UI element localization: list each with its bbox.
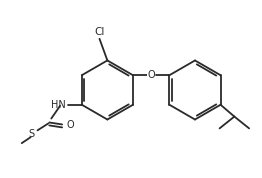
Text: S: S	[29, 129, 35, 139]
Text: O: O	[147, 70, 155, 80]
Text: O: O	[66, 121, 74, 130]
Text: HN: HN	[51, 100, 66, 110]
Text: Cl: Cl	[94, 27, 105, 37]
